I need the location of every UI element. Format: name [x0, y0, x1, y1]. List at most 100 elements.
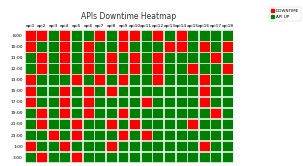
Bar — [71, 130, 82, 140]
Bar — [152, 52, 163, 63]
Bar — [222, 52, 233, 63]
Bar — [129, 52, 140, 63]
Bar — [199, 85, 210, 96]
Bar — [59, 152, 70, 162]
Bar — [210, 85, 221, 96]
Bar — [210, 130, 221, 140]
Bar — [36, 75, 47, 85]
Bar — [175, 97, 187, 107]
Bar — [152, 41, 163, 52]
Bar — [175, 119, 187, 129]
Bar — [164, 130, 175, 140]
Bar — [106, 152, 117, 162]
Bar — [129, 97, 140, 107]
Bar — [210, 52, 221, 63]
Bar — [25, 85, 35, 96]
Bar — [83, 97, 94, 107]
Bar — [222, 152, 233, 162]
Bar — [210, 152, 221, 162]
Bar — [222, 63, 233, 74]
Bar — [71, 97, 82, 107]
Bar — [141, 85, 152, 96]
Bar — [152, 130, 163, 140]
Bar — [141, 152, 152, 162]
Bar — [118, 85, 128, 96]
Bar — [25, 141, 35, 151]
Bar — [71, 41, 82, 52]
Bar — [129, 152, 140, 162]
Bar — [141, 108, 152, 118]
Bar — [94, 108, 105, 118]
Bar — [25, 30, 35, 41]
Bar — [129, 85, 140, 96]
Bar — [83, 130, 94, 140]
Bar — [118, 75, 128, 85]
Bar — [83, 52, 94, 63]
Bar — [94, 75, 105, 85]
Bar — [175, 30, 187, 41]
Bar — [164, 85, 175, 96]
Bar — [152, 108, 163, 118]
Bar — [152, 30, 163, 41]
Bar — [48, 52, 59, 63]
Bar — [152, 85, 163, 96]
Bar — [141, 41, 152, 52]
Bar — [36, 119, 47, 129]
Bar — [59, 97, 70, 107]
Bar — [94, 152, 105, 162]
Bar — [175, 41, 187, 52]
Bar — [199, 75, 210, 85]
Bar — [59, 141, 70, 151]
Bar — [199, 41, 210, 52]
Bar — [94, 52, 105, 63]
Bar — [94, 141, 105, 151]
Bar — [59, 30, 70, 41]
Bar — [152, 97, 163, 107]
Bar — [25, 119, 35, 129]
Bar — [129, 63, 140, 74]
Bar — [222, 30, 233, 41]
Bar — [199, 119, 210, 129]
Bar — [210, 75, 221, 85]
Bar — [48, 75, 59, 85]
Bar — [175, 108, 187, 118]
Bar — [175, 52, 187, 63]
Bar — [106, 75, 117, 85]
Bar — [129, 75, 140, 85]
Bar — [141, 75, 152, 85]
Bar — [36, 41, 47, 52]
Bar — [164, 108, 175, 118]
Bar — [129, 130, 140, 140]
Bar — [210, 63, 221, 74]
Bar — [141, 52, 152, 63]
Bar — [210, 108, 221, 118]
Bar — [164, 52, 175, 63]
Bar — [118, 63, 128, 74]
Bar — [59, 119, 70, 129]
Bar — [152, 152, 163, 162]
Bar — [48, 63, 59, 74]
Bar — [164, 63, 175, 74]
Bar — [118, 119, 128, 129]
Bar — [164, 152, 175, 162]
Bar — [199, 30, 210, 41]
Bar — [83, 41, 94, 52]
Bar — [94, 63, 105, 74]
Bar — [187, 108, 198, 118]
Bar — [106, 119, 117, 129]
Bar — [48, 141, 59, 151]
Bar — [187, 75, 198, 85]
Bar — [141, 30, 152, 41]
Bar — [71, 63, 82, 74]
Bar — [199, 63, 210, 74]
Bar — [94, 119, 105, 129]
Bar — [71, 152, 82, 162]
Bar — [71, 75, 82, 85]
Bar — [83, 141, 94, 151]
Bar — [141, 130, 152, 140]
Bar — [83, 152, 94, 162]
Bar — [222, 41, 233, 52]
Bar — [152, 141, 163, 151]
Legend: DOWNTIME, API UP: DOWNTIME, API UP — [269, 7, 301, 21]
Bar — [25, 152, 35, 162]
